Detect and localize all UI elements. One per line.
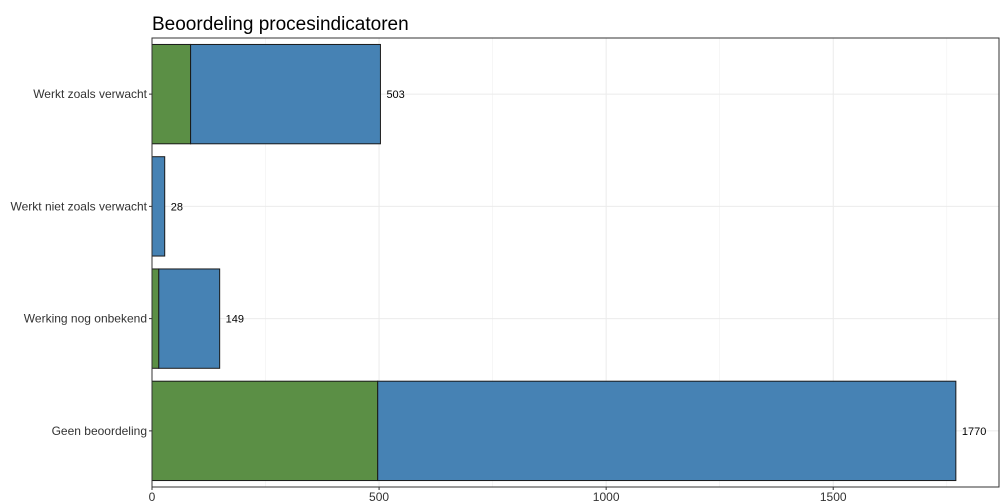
bars: [151, 43, 957, 482]
bar-segment-2: [190, 43, 381, 145]
category-label: Werking nog onbekend: [24, 312, 147, 326]
category-label: Geen beoordeling: [52, 424, 147, 438]
bar-total-label: 503: [386, 89, 404, 101]
x-tick-label: 0: [149, 490, 156, 502]
bar-segment-2: [377, 380, 957, 482]
x-tick-label: 1000: [593, 490, 620, 502]
bar-segment-1: [151, 268, 160, 369]
bar-segment-1: [151, 43, 192, 145]
bar-segment-2: [158, 268, 221, 369]
panel-border: [151, 37, 1000, 488]
x-tick-label: 500: [369, 490, 389, 502]
category-label: Werkt niet zoals verwacht: [11, 199, 148, 213]
bar-segment-1: [151, 380, 379, 482]
bar-total-label: 1770: [962, 426, 986, 438]
x-tick-label: 1500: [820, 490, 847, 502]
bar-segment-2: [151, 156, 166, 257]
data-labels: 503 28 149 1770: [171, 89, 987, 438]
axes: Werkt zoals verwacht Werkt niet zoals ver…: [11, 87, 847, 502]
bar-total-label: 28: [171, 201, 183, 213]
bar-total-label: 149: [226, 314, 244, 326]
category-label: Werkt zoals verwacht: [33, 87, 147, 101]
chart-title: Beoordeling procesindicatoren: [152, 14, 409, 35]
